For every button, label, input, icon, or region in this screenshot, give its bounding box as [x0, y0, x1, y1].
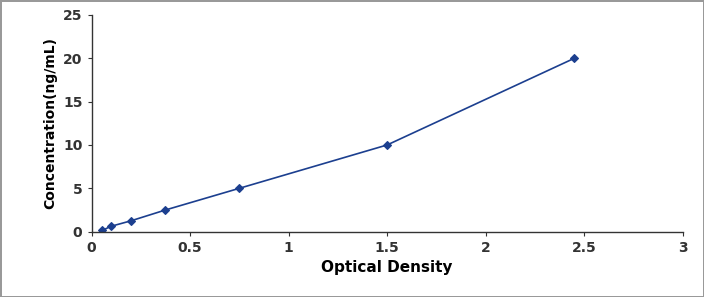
Y-axis label: Concentration(ng/mL): Concentration(ng/mL)	[44, 37, 58, 209]
X-axis label: Optical Density: Optical Density	[322, 260, 453, 275]
